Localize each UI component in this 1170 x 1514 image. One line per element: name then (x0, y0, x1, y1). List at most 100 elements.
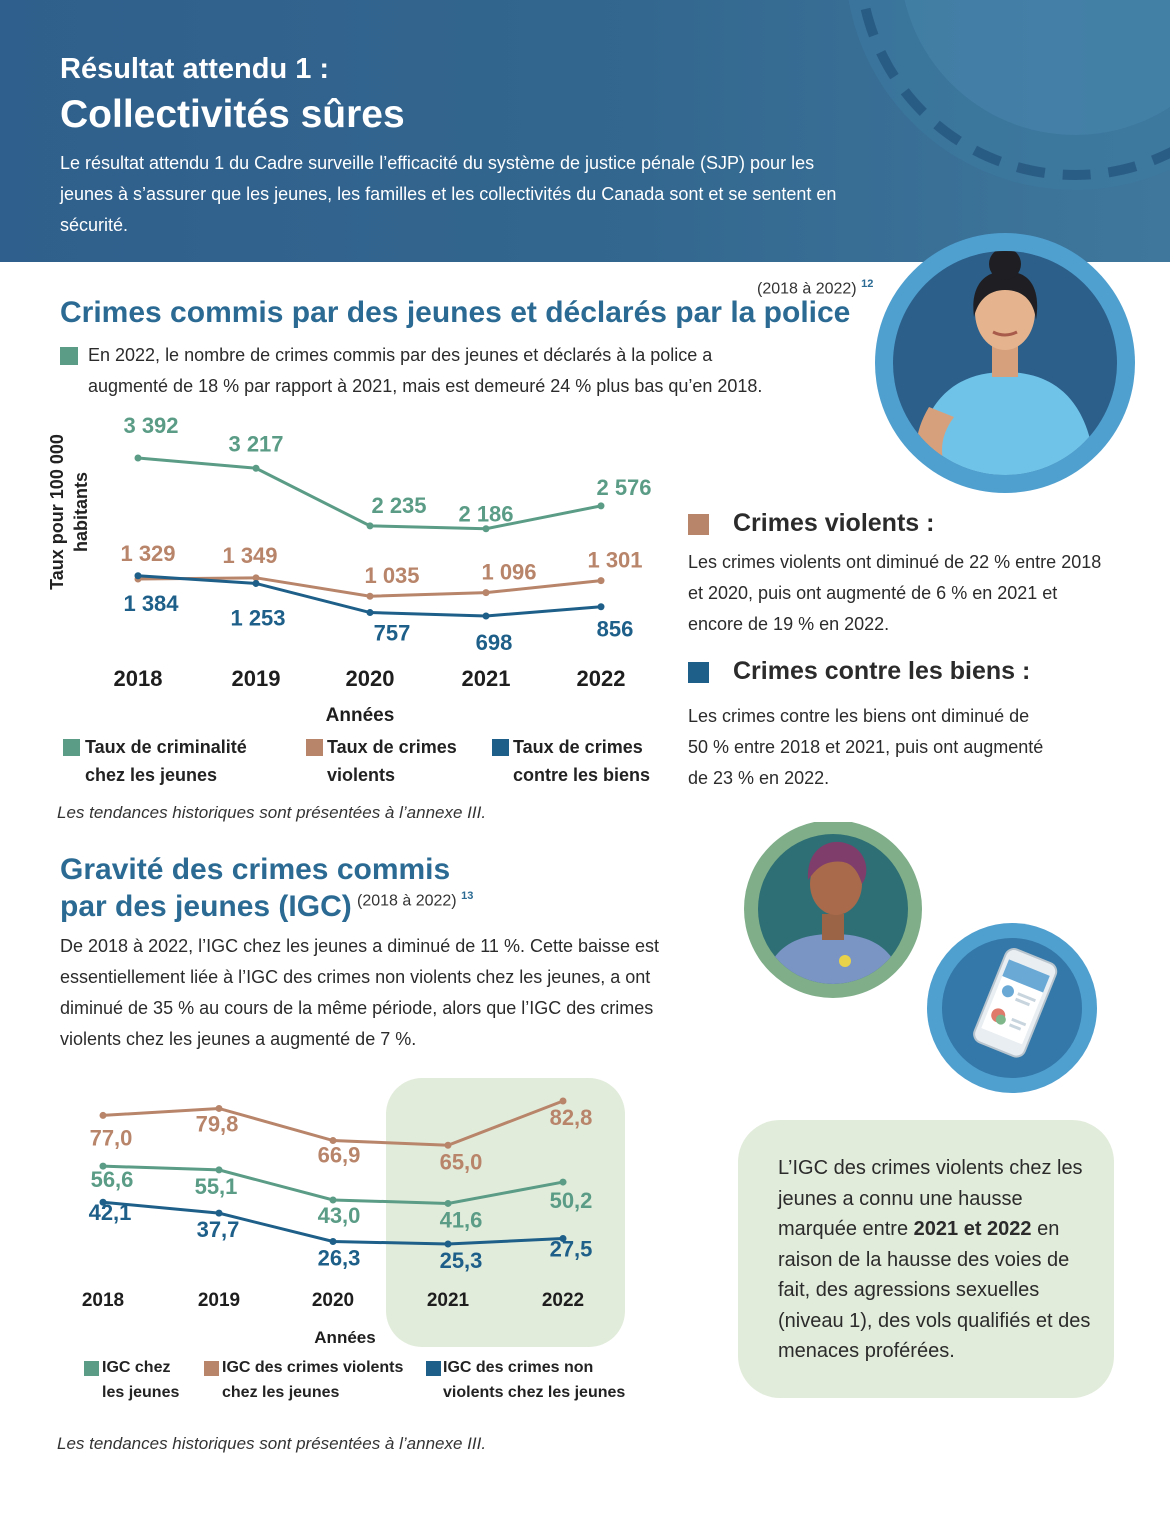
section2-text: De 2018 à 2022, l’IGC chez les jeunes a … (60, 936, 660, 1049)
property-crimes-title: Crimes contre les biens : (733, 657, 1031, 685)
section1-title: Crimes commis par des jeunes et déclarés… (60, 296, 851, 329)
data-label: 26,3 (318, 1246, 361, 1271)
legend-violent-swatch (306, 739, 323, 756)
data-point (559, 1235, 567, 1243)
header-decoration (848, 0, 1170, 190)
data-point (329, 1196, 337, 1204)
violent-square (688, 514, 709, 535)
section2-title-line1: Gravité des crimes commis (60, 853, 451, 886)
crime-rate-line-chart: 3 392 3 217 2 235 2 186 2 576 1 329 1 349 1 035… (114, 413, 652, 726)
property-square (688, 662, 709, 683)
data-label: 43,0 (318, 1203, 361, 1228)
data-label: 42,1 (89, 1200, 132, 1225)
data-label: 1 301 (587, 548, 642, 573)
data-label: 37,7 (197, 1217, 240, 1242)
data-point (329, 1137, 337, 1145)
header-banner: Résultat attendu 1 : Collectivités sûres… (0, 0, 1170, 262)
series-line-0 (137, 456, 602, 531)
data-point (215, 1104, 223, 1112)
older-woman-portrait-icon (744, 822, 922, 998)
data-point (134, 454, 142, 462)
data-point (252, 464, 260, 472)
legend-youth-crime-swatch (63, 739, 80, 756)
data-label: 1 384 (123, 591, 179, 616)
x-tick-label: 2022 (542, 1290, 584, 1311)
legend-violent-crime-rate: Taux de crimes violents (327, 737, 457, 785)
violent-crimes-text: Les crimes violents ont diminué de 22 % … (688, 552, 1102, 634)
data-point (252, 579, 260, 587)
data-label: 25,3 (440, 1248, 483, 1273)
legend-igc-youth: IGC chez les jeunes (102, 1359, 180, 1401)
data-point (482, 612, 490, 620)
x-tick-label: 2020 (346, 666, 395, 691)
data-label: 1 096 (481, 560, 536, 585)
data-label: 56,6 (91, 1167, 134, 1192)
data-label: 77,0 (90, 1125, 133, 1150)
data-point (444, 1240, 452, 1248)
legend-igc-nonviolent: IGC des crimes non violents chez les jeun… (443, 1359, 626, 1401)
data-label: 757 (374, 621, 411, 646)
header-intro: Le résultat attendu 1 du Cadre surveille… (60, 153, 837, 235)
woman-portrait-icon (875, 233, 1135, 493)
data-label: 66,9 (318, 1143, 361, 1168)
section2-note: Les tendances historiques sont présentée… (57, 1434, 487, 1453)
legend-igc-nonviolent-swatch (426, 1361, 441, 1376)
x-axis-title: Années (326, 705, 395, 726)
x-tick-label: 2020 (312, 1290, 354, 1311)
data-point (482, 589, 490, 597)
data-point (99, 1162, 107, 1170)
x-tick-label: 2019 (232, 666, 281, 691)
data-label: 3 392 (123, 413, 178, 438)
data-point (559, 1097, 567, 1105)
x-tick-label: 2018 (114, 666, 163, 691)
data-label: 1 035 (364, 563, 419, 588)
data-label: 1 329 (120, 541, 175, 566)
data-point (134, 572, 142, 580)
data-label: 1 349 (222, 543, 277, 568)
data-label: 55,1 (195, 1174, 238, 1199)
data-point (215, 1209, 223, 1217)
legend-igc-swatch (84, 1361, 99, 1376)
x-tick-label: 2021 (427, 1290, 470, 1311)
data-label: 856 (597, 617, 634, 642)
data-point (366, 522, 374, 530)
section1-bullet-line2: augmenté de 18 % par rapport à 2021, mai… (88, 376, 763, 396)
bullet-square (60, 347, 78, 365)
x-tick-label: 2019 (198, 1290, 240, 1311)
data-label: 65,0 (440, 1149, 483, 1174)
data-label: 3 217 (228, 431, 283, 456)
data-label: 2 235 (371, 493, 426, 518)
data-point (99, 1111, 107, 1119)
data-point (597, 603, 605, 611)
x-axis-title: Années (314, 1328, 375, 1347)
legend-property-crime-rate: Taux de crimes contre les biens (513, 737, 651, 785)
data-point (329, 1238, 337, 1246)
legend-igc-violent-swatch (204, 1361, 219, 1376)
data-point (559, 1178, 567, 1186)
data-label: 1 253 (230, 605, 285, 630)
page-title: Collectivités sûres (60, 93, 405, 136)
x-tick-label: 2021 (462, 666, 511, 691)
data-point (597, 577, 605, 585)
data-point (482, 525, 490, 533)
x-tick-label: 2022 (577, 666, 626, 691)
section2-title-line2: par des jeunes (IGC) (60, 890, 352, 923)
data-label: 41,6 (440, 1207, 483, 1232)
data-point (444, 1199, 452, 1207)
section2-range: (2018 à 2022) 13 (357, 890, 474, 910)
violent-crimes-title: Crimes violents : (733, 509, 935, 537)
property-crimes-text: Les crimes contre les biens ont diminué … (688, 706, 1044, 788)
data-label: 2 186 (458, 502, 513, 527)
data-point (366, 609, 374, 617)
data-label: 79,8 (196, 1111, 239, 1136)
data-point (366, 592, 374, 600)
data-label: 27,5 (550, 1237, 593, 1262)
data-point (444, 1141, 452, 1149)
callout-text: L’IGC des crimes violents chez les jeune… (778, 1157, 1091, 1362)
data-point (252, 574, 260, 582)
data-point (215, 1166, 223, 1174)
data-label: 698 (476, 630, 513, 655)
legend-igc-violent: IGC des crimes violents chez les jeunes (222, 1359, 404, 1401)
data-label: 2 576 (596, 475, 651, 500)
smartphone-icon (927, 923, 1097, 1093)
